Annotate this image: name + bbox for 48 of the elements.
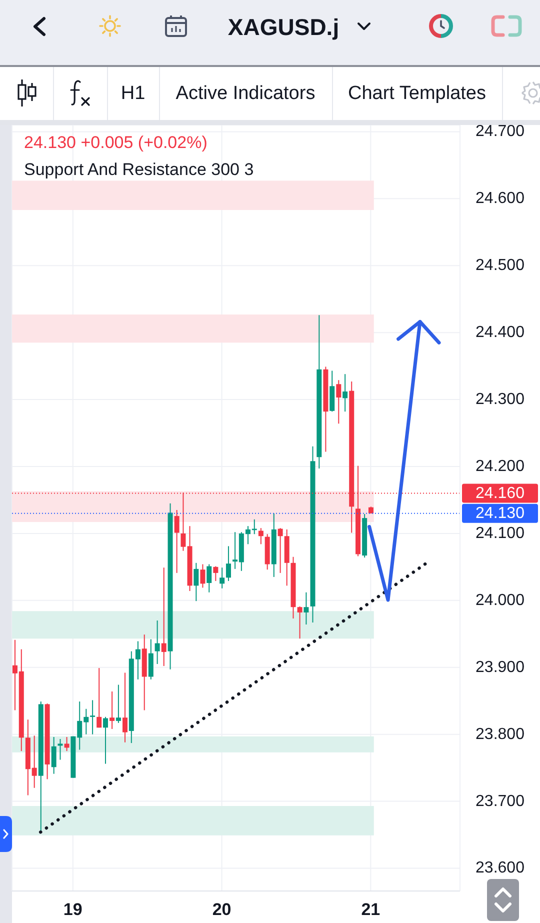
candlestick xyxy=(278,528,283,574)
candlestick xyxy=(161,567,166,667)
y-tick-label: 24.000 xyxy=(476,592,525,609)
y-tick-label: 24.100 xyxy=(476,524,525,542)
candlestick xyxy=(297,606,302,640)
y-tick-label: 24.200 xyxy=(476,458,525,475)
candlestick xyxy=(122,672,128,743)
candlestick xyxy=(148,638,154,680)
candlestick xyxy=(96,668,102,728)
y-tick-label: 23.900 xyxy=(476,658,525,676)
candlestick xyxy=(51,736,56,774)
candlestick xyxy=(90,700,96,735)
y-tick-label: 23.700 xyxy=(476,792,525,810)
candlestick xyxy=(226,546,231,582)
ref-line-label: 24.130 xyxy=(476,504,525,522)
candlestick xyxy=(200,564,206,588)
y-tick-label: 24.500 xyxy=(476,257,525,274)
candlestick xyxy=(110,690,115,730)
x-tick-label: 19 xyxy=(63,900,82,920)
ref-line-label: 24.160 xyxy=(476,484,525,502)
annotation: Support And Resistance 300 3 xyxy=(24,160,254,179)
candlestick xyxy=(116,684,121,724)
y-tick-label: 23.800 xyxy=(476,726,525,743)
y-tick-label: 24.400 xyxy=(476,324,525,342)
candlestick xyxy=(258,528,264,545)
candlestick xyxy=(342,374,348,412)
candlestick xyxy=(154,620,160,665)
candlestick xyxy=(304,592,309,626)
x-tick-label: 20 xyxy=(212,900,232,920)
candlestick xyxy=(58,738,63,760)
candlestick xyxy=(206,564,212,593)
x-tick-label: 21 xyxy=(361,900,380,920)
candlestick xyxy=(213,566,218,582)
chart-title: XAGUSD.j xyxy=(228,14,340,40)
y-tick-label: 23.600 xyxy=(476,860,525,877)
y-tick-label: 24.600 xyxy=(476,190,525,208)
candlestick xyxy=(64,736,70,752)
candlestick xyxy=(194,562,199,602)
candlestick xyxy=(220,567,225,589)
candlestick xyxy=(336,380,342,424)
text: Active Indicators xyxy=(176,82,316,104)
annotation: 24.130 +0.005 (+0.02%) xyxy=(24,133,208,152)
candlestick xyxy=(103,716,108,764)
text: Chart Templates xyxy=(348,82,486,104)
candlestick xyxy=(174,510,180,574)
text: H1 xyxy=(120,82,146,104)
y-tick-label: 24.300 xyxy=(476,391,525,408)
y-tick-label: 24.700 xyxy=(476,123,525,140)
